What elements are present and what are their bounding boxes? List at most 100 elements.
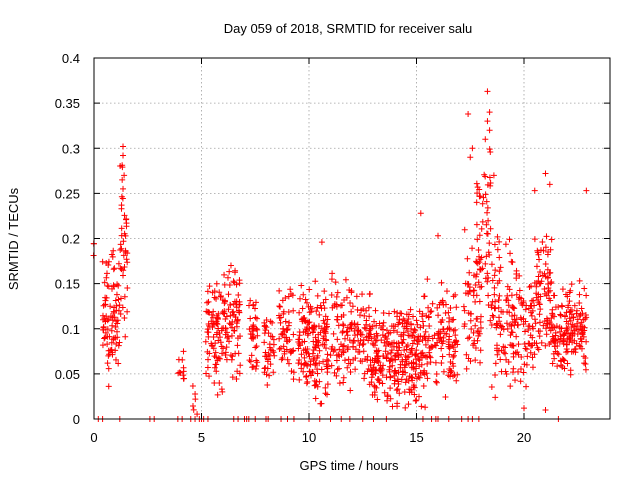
data-point — [556, 328, 563, 335]
data-point — [565, 302, 572, 309]
data-point — [568, 330, 575, 337]
data-point — [231, 311, 238, 318]
data-point — [480, 194, 487, 201]
data-point — [419, 349, 426, 356]
data-point — [579, 331, 586, 338]
data-point — [222, 315, 229, 322]
data-point — [478, 283, 485, 290]
data-point — [387, 349, 394, 356]
data-point — [344, 346, 351, 353]
data-point — [254, 326, 261, 333]
data-point — [209, 314, 216, 321]
data-point — [512, 319, 519, 326]
data-point — [225, 291, 232, 298]
data-point — [528, 297, 535, 304]
data-point — [359, 341, 366, 348]
data-point — [497, 356, 504, 363]
data-point — [324, 351, 331, 358]
data-point — [551, 313, 558, 320]
data-point — [303, 380, 310, 387]
data-point — [570, 314, 577, 321]
data-point — [350, 337, 357, 344]
data-point — [333, 301, 340, 308]
data-point — [517, 378, 524, 385]
data-point — [194, 411, 201, 418]
data-point — [363, 334, 370, 341]
data-point — [383, 354, 390, 361]
data-point — [224, 274, 231, 281]
data-point — [415, 373, 422, 380]
data-point — [566, 315, 573, 322]
data-point — [296, 357, 303, 364]
data-point — [223, 356, 230, 363]
data-point — [226, 320, 233, 327]
data-point — [554, 363, 561, 370]
data-point — [417, 210, 424, 217]
data-point — [400, 368, 407, 375]
data-point — [109, 322, 116, 329]
data-point — [483, 198, 490, 205]
data-point — [302, 317, 309, 324]
data-point — [348, 308, 355, 315]
data-point — [110, 266, 117, 273]
data-point — [210, 321, 217, 328]
data-point — [404, 354, 411, 361]
data-point — [522, 328, 529, 335]
data-point — [216, 330, 223, 337]
data-point — [117, 246, 124, 253]
data-point — [222, 349, 229, 356]
data-point — [473, 180, 480, 187]
data-point — [120, 185, 127, 192]
data-point — [566, 289, 573, 296]
data-point — [249, 325, 256, 332]
data-point — [533, 283, 540, 290]
data-point — [261, 339, 268, 346]
data-point — [495, 296, 502, 303]
data-point — [396, 390, 403, 397]
data-point — [540, 322, 547, 329]
data-point — [542, 170, 549, 177]
data-point — [429, 335, 436, 342]
data-point — [214, 357, 221, 364]
data-point — [529, 354, 536, 361]
data-point — [571, 302, 578, 309]
data-point — [324, 316, 331, 323]
data-point — [218, 293, 225, 300]
data-point — [298, 282, 305, 289]
data-point — [109, 314, 116, 321]
data-point — [452, 291, 459, 298]
data-point — [520, 369, 527, 376]
data-point — [461, 307, 468, 314]
data-point — [471, 287, 478, 294]
data-point — [532, 320, 539, 327]
data-point — [211, 379, 218, 386]
data-point — [221, 297, 228, 304]
data-point — [570, 323, 577, 330]
data-point — [522, 345, 529, 352]
data-point — [496, 238, 503, 245]
data-point — [425, 304, 432, 311]
data-point — [309, 368, 316, 375]
data-point — [419, 337, 426, 344]
data-point — [402, 379, 409, 386]
data-point — [403, 376, 410, 383]
data-point — [210, 308, 217, 315]
data-point — [470, 287, 477, 294]
data-point — [395, 352, 402, 359]
data-point — [247, 297, 254, 304]
data-point — [463, 351, 470, 358]
data-point — [491, 272, 498, 279]
data-point — [361, 324, 368, 331]
data-point — [573, 307, 580, 314]
data-point — [576, 312, 583, 319]
data-point — [477, 266, 484, 273]
data-point — [542, 260, 549, 267]
data-point — [542, 342, 549, 349]
data-point — [564, 360, 571, 367]
data-point — [108, 346, 115, 353]
data-point — [221, 271, 228, 278]
data-point — [581, 360, 588, 367]
data-point — [328, 291, 335, 298]
data-point — [534, 344, 541, 351]
